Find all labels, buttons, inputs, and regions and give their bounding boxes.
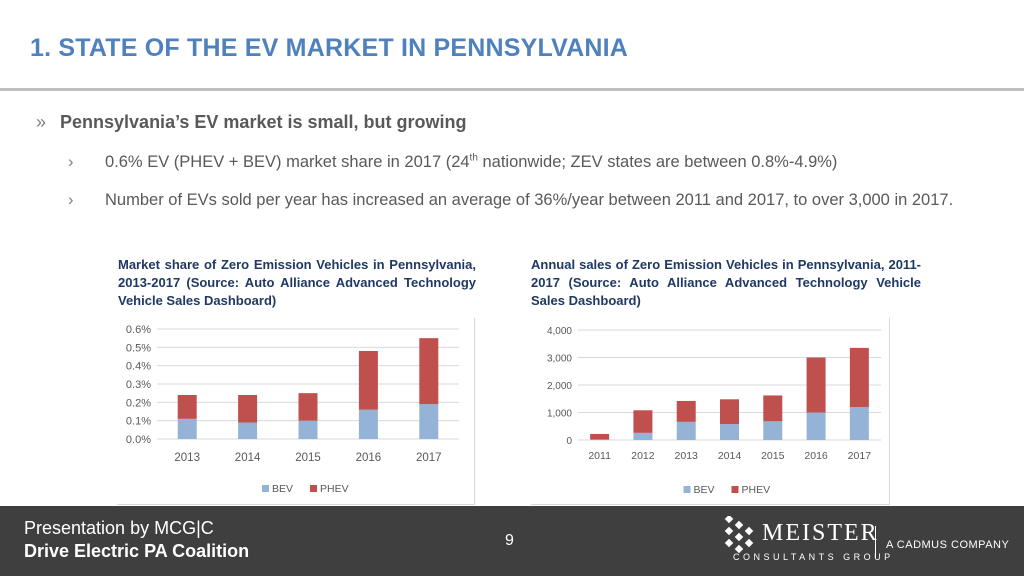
y-tick-label: 4,000 — [547, 326, 572, 337]
sub-bullet-text: Number of EVs sold per year has increase… — [105, 191, 954, 209]
bar-phev-2013 — [177, 395, 197, 419]
slide-title: 1. STATE OF THE EV MARKET IN PENNSYLVANI… — [30, 34, 629, 62]
x-tick-label: 2016 — [804, 450, 828, 462]
bar-phev-2017 — [419, 338, 439, 405]
bar-phev-2014 — [238, 395, 258, 423]
chart-caption-market-share: Market share of Zero Emission Vehicles i… — [118, 257, 476, 308]
main-bullet: » Pennsylvania’s EV market is small, but … — [36, 112, 466, 133]
y-tick-label: 0.6% — [126, 324, 151, 336]
y-tick-label: 1,000 — [547, 409, 572, 420]
legend-swatch-phev — [310, 485, 317, 492]
bar-bev-2015 — [298, 420, 318, 439]
x-tick-label: 2014 — [235, 452, 261, 464]
bar-phev-2011 — [590, 433, 610, 440]
bar-bev-2013 — [676, 421, 696, 440]
x-tick-label: 2016 — [356, 452, 382, 464]
logo-name: MEISTER — [762, 520, 879, 546]
bar-bev-2017 — [419, 404, 439, 439]
x-tick-label: 2014 — [718, 450, 742, 462]
legend-label-phev: PHEV — [320, 483, 349, 495]
bar-bev-2013 — [177, 418, 197, 439]
logo-subtitle: CONSULTANTS GROUP — [733, 552, 894, 562]
y-tick-label: 2,000 — [547, 381, 572, 392]
x-tick-label: 2017 — [848, 450, 872, 462]
legend-label-bev: BEV — [272, 483, 293, 495]
x-tick-label: 2013 — [174, 452, 200, 464]
title-divider — [0, 88, 1024, 91]
main-bullet-text: Pennsylvania’s EV market is small, but g… — [60, 112, 467, 132]
y-tick-label: 0.3% — [126, 379, 151, 391]
bar-phev-2017 — [849, 347, 869, 407]
y-tick-label: 0.4% — [126, 361, 151, 373]
bar-bev-2016 — [806, 412, 826, 440]
x-tick-label: 2015 — [761, 450, 785, 462]
bar-phev-2014 — [720, 399, 739, 425]
bar-phev-2012 — [633, 410, 653, 433]
x-tick-label: 2013 — [675, 450, 699, 462]
bar-bev-2012 — [633, 432, 653, 440]
bar-phev-2016 — [358, 351, 378, 410]
sub-bullet-text: 0.6% EV (PHEV + BEV) market share in 201… — [105, 152, 838, 171]
legend-label-phev: PHEV — [742, 484, 771, 496]
chart-market-share: 0.0% 0.1% 0.2% 0.3% 0.4% 0.5% 0.6% 2013 2014 2015… — [117, 318, 475, 505]
legend-swatch-bev — [262, 485, 269, 492]
chart-caption-annual-sales: Annual sales of Zero Emission Vehicles i… — [531, 257, 921, 308]
footer-coalition: Drive Electric PA Coalition — [24, 541, 250, 561]
y-tick-label: 3,000 — [547, 354, 572, 365]
bar-bev-2017 — [849, 407, 869, 440]
bar-phev-2015 — [298, 393, 318, 421]
chart-annual-sales: 0 1,000 2,000 3,000 4,000 2011 2012 2013 2014 201… — [531, 318, 890, 505]
y-tick-label: 0.1% — [126, 416, 151, 428]
x-tick-label: 2017 — [416, 452, 442, 464]
bar-phev-2013 — [676, 400, 696, 422]
footer: Presentation by MCG|C Drive Electric PA … — [0, 506, 1024, 576]
bar-bev-2014 — [720, 424, 739, 440]
bullet-marker-icon: » — [36, 112, 47, 132]
sub-bullet-marker-icon: › — [68, 153, 74, 171]
x-tick-label: 2011 — [588, 450, 611, 462]
bar-bev-2015 — [763, 421, 783, 440]
page-number: 9 — [505, 532, 514, 549]
y-tick-label: 0 — [566, 436, 572, 447]
x-tick-label: 2012 — [631, 450, 655, 462]
y-tick-label: 0.2% — [126, 397, 151, 409]
legend-swatch-phev — [731, 486, 739, 493]
y-tick-label: 0.0% — [126, 434, 151, 446]
bar-phev-2016 — [806, 357, 826, 413]
bar-bev-2011 — [590, 439, 610, 440]
meister-logo-icon — [724, 516, 754, 554]
bar-bev-2016 — [358, 409, 378, 439]
legend-label-bev: BEV — [694, 484, 715, 496]
footer-presenter: Presentation by MCG|C — [24, 518, 214, 538]
y-tick-label: 0.5% — [126, 342, 151, 354]
bar-bev-2014 — [238, 422, 258, 439]
legend-swatch-bev — [683, 486, 691, 493]
chart-market-share-svg: 0.0% 0.1% 0.2% 0.3% 0.4% 0.5% 0.6% 2013 2014 2015… — [126, 324, 459, 495]
x-tick-label: 2015 — [295, 452, 321, 464]
bar-phev-2015 — [763, 395, 783, 422]
logo-divider — [875, 526, 876, 558]
sub-bullet-marker-icon: › — [68, 191, 74, 209]
logo-tagline: A CADMUS COMPANY — [886, 539, 1010, 551]
chart-annual-sales-svg: 0 1,000 2,000 3,000 4,000 2011 2012 2013 2014 201… — [547, 326, 881, 496]
